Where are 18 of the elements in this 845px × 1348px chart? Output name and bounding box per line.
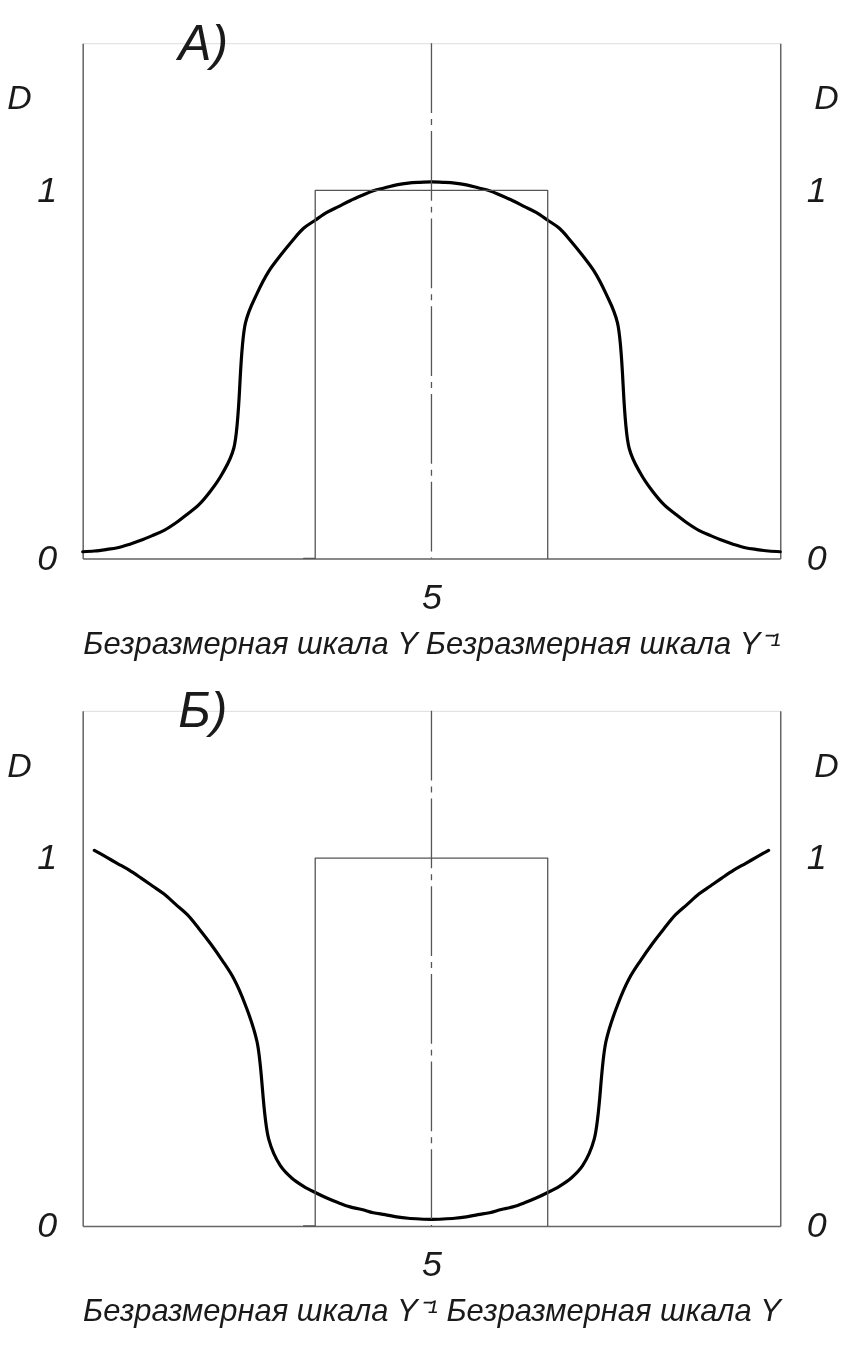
y2-tick-label: 1: [806, 169, 827, 210]
y-tick-label: 0: [37, 537, 58, 578]
y-tick-label: 1: [37, 169, 58, 210]
x-tick-label: 5: [421, 576, 443, 617]
chart-title: А): [175, 14, 229, 71]
y2-axis-title: D: [814, 78, 839, 117]
x-axis-title: Безразмерная шкала Y Безразмерная шкала Y⁻¹: [83, 625, 781, 661]
y-tick-label: 0: [37, 1205, 58, 1246]
y2-tick-label: 0: [806, 537, 827, 578]
y2-axis-title: D: [814, 746, 839, 785]
y2-tick-label: 1: [806, 837, 827, 878]
y-axis-title: D: [7, 78, 32, 117]
x-tick-label: 5: [421, 1244, 443, 1285]
chart-title: Б): [178, 682, 228, 739]
x-axis-title: Безразмерная шкала Y⁻¹ Безразмерная шкала Y: [83, 1293, 784, 1329]
y2-tick-label: 0: [806, 1205, 827, 1246]
y-axis-title: D: [7, 746, 32, 785]
y-tick-label: 1: [37, 837, 58, 878]
